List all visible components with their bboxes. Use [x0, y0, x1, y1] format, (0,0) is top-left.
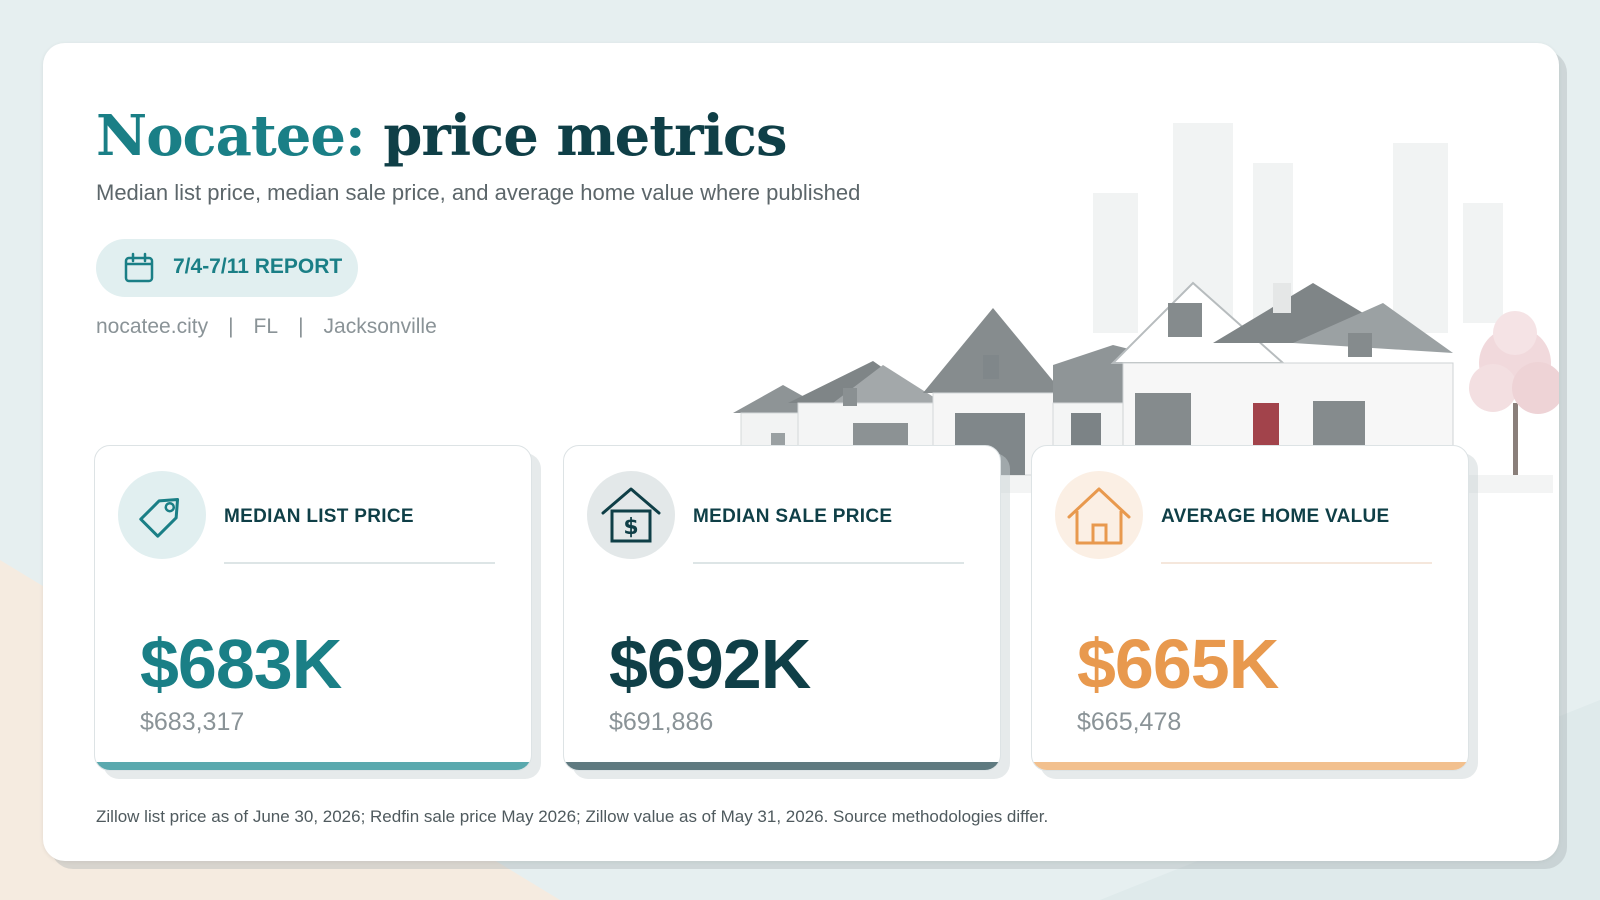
house-dollar-icon: $: [601, 487, 661, 543]
calendar-icon: [124, 252, 154, 283]
meta-separator: |: [228, 315, 234, 338]
page-subtitle: Median list price, median sale price, an…: [96, 180, 861, 205]
metric-icon-circle: $: [587, 471, 675, 559]
title-accent: Nocatee:: [96, 103, 366, 169]
metric-card-list-price: MEDIAN LIST PRICE $683K $683,317: [94, 445, 532, 771]
meta-state: FL: [253, 315, 279, 338]
metric-exact-value: $683,317: [140, 708, 245, 736]
metric-value: $683K: [140, 625, 342, 703]
metric-accent-bar: [95, 762, 531, 770]
report-card: Nocatee: price metrics Median list price…: [43, 43, 1559, 861]
metric-icon-circle: [118, 471, 206, 559]
price-tag-icon: [139, 497, 180, 538]
meta-separator: |: [298, 315, 304, 338]
source-footnote: Zillow list price as of June 30, 2026; R…: [96, 807, 1049, 826]
metric-card-home-value: AVERAGE HOME VALUE $665K $665,478: [1031, 445, 1469, 771]
metric-card-sale-price: $ MEDIAN SALE PRICE $692K $691,886: [563, 445, 1001, 771]
metric-exact-value: $691,886: [609, 708, 714, 736]
page-title: Nocatee: price metrics: [96, 103, 788, 169]
meta-city: Jacksonville: [323, 315, 437, 338]
metric-accent-bar: [1032, 762, 1468, 770]
report-label: 7/4-7/11 REPORT: [173, 255, 343, 278]
meta-site: nocatee.city: [96, 315, 209, 338]
metric-divider: [693, 562, 964, 564]
metric-label: AVERAGE HOME VALUE: [1161, 506, 1390, 527]
metric-divider: [224, 562, 495, 564]
metric-divider: [1161, 562, 1432, 564]
metric-accent-bar: [564, 762, 1000, 770]
metric-label: MEDIAN SALE PRICE: [693, 506, 893, 527]
metric-exact-value: $665,478: [1077, 708, 1182, 736]
home-icon: [1067, 487, 1131, 545]
metric-value: $692K: [609, 625, 811, 703]
report-badge: 7/4-7/11 REPORT: [96, 239, 358, 297]
title-main: price metrics: [383, 103, 787, 169]
metric-label: MEDIAN LIST PRICE: [224, 506, 414, 527]
metric-icon-circle: [1055, 471, 1143, 559]
svg-text:$: $: [623, 515, 638, 540]
metric-value: $665K: [1077, 625, 1279, 703]
houses-illustration: [713, 123, 1559, 493]
location-meta: nocatee.city | FL | Jacksonville: [96, 315, 437, 339]
